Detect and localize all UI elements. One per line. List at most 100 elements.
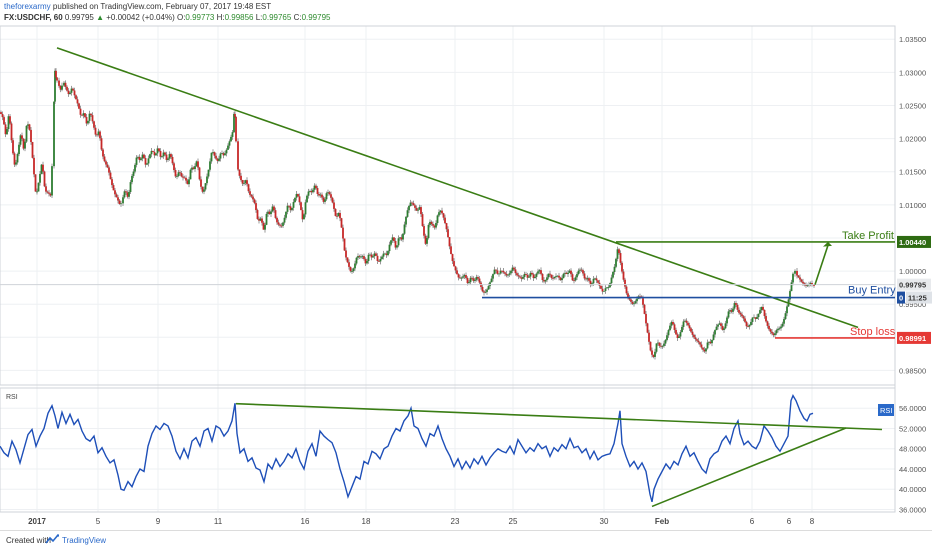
candle-up xyxy=(264,224,266,230)
candle-up xyxy=(37,182,40,192)
candle-up xyxy=(750,321,752,326)
candle-up xyxy=(161,156,163,158)
candle-down xyxy=(448,237,451,247)
candle-up xyxy=(140,158,142,160)
candle-up xyxy=(705,348,707,352)
candle-down xyxy=(457,274,460,278)
candle-up xyxy=(231,132,234,137)
candle-up xyxy=(612,272,614,278)
candle-down xyxy=(504,272,506,274)
candle-down xyxy=(630,299,632,302)
candle-down xyxy=(79,108,82,115)
candle-up xyxy=(15,162,17,165)
candle-down xyxy=(754,317,757,319)
candle-down xyxy=(465,275,467,278)
candle-down xyxy=(573,280,575,282)
candle-up xyxy=(129,182,132,193)
candle-down xyxy=(691,331,694,335)
candle-up xyxy=(382,253,385,257)
candle-up xyxy=(141,154,144,159)
candle-down xyxy=(34,174,37,192)
candle-up xyxy=(537,271,539,274)
candle-down xyxy=(675,329,677,335)
candle-down xyxy=(91,115,94,122)
candle-up xyxy=(547,273,550,278)
candle-up xyxy=(120,203,122,205)
candle-down xyxy=(318,194,320,196)
rsi-tick-label: 36.0000 xyxy=(899,505,926,514)
price-downtrend-line[interactable] xyxy=(56,47,859,329)
candle-up xyxy=(361,256,364,257)
candle-up xyxy=(751,317,754,322)
candle-up xyxy=(271,206,274,212)
candle-up xyxy=(155,153,157,156)
candle-down xyxy=(28,124,31,130)
candle-down xyxy=(0,112,2,114)
open-key: O: xyxy=(176,13,186,22)
candle-down xyxy=(201,186,204,192)
candle-up xyxy=(775,330,778,334)
tradingview-link[interactable]: TradingView xyxy=(62,536,107,545)
candle-up xyxy=(615,258,617,267)
candle-down xyxy=(540,270,542,274)
candle-down xyxy=(250,194,253,197)
candle-down xyxy=(430,221,433,225)
candle-down xyxy=(703,349,706,352)
candle-up xyxy=(507,274,509,276)
candle-up xyxy=(243,182,245,184)
candle-down xyxy=(328,192,331,195)
candle-down xyxy=(43,171,46,187)
candle-up xyxy=(224,153,226,156)
candle-up xyxy=(748,325,751,327)
rsi-resistance-line[interactable] xyxy=(235,402,883,431)
candle-down xyxy=(378,261,380,262)
low-key: L: xyxy=(255,13,263,22)
rsi-line xyxy=(0,394,814,503)
candle-up xyxy=(228,141,231,146)
candle-up xyxy=(88,113,91,121)
candle-down xyxy=(310,190,313,193)
candle-down xyxy=(813,284,815,286)
candle-down xyxy=(688,325,691,329)
candle-down xyxy=(45,186,47,192)
countdown-badge-text: 11:25 xyxy=(908,294,927,303)
author-link[interactable]: theforexarmy xyxy=(4,2,51,11)
rsi-tick-label: 52.0000 xyxy=(899,424,926,433)
candle-up xyxy=(176,176,178,177)
candle-down xyxy=(478,278,481,283)
candle-down xyxy=(274,210,277,218)
price-tick-label: 1.01500 xyxy=(899,168,926,177)
candle-down xyxy=(471,277,473,279)
candle-up xyxy=(194,166,196,170)
rsi-tick-label: 44.0000 xyxy=(899,465,926,474)
candle-down xyxy=(256,210,259,220)
candle-down xyxy=(709,341,712,344)
candle-up xyxy=(711,339,713,344)
candle-down xyxy=(158,148,160,152)
candle-up xyxy=(69,92,71,95)
buy-entry-badge xyxy=(897,291,905,304)
rsi-support-line[interactable] xyxy=(651,427,847,508)
candle-up xyxy=(230,136,232,142)
candle-down xyxy=(805,285,807,286)
candle-up xyxy=(778,328,781,330)
candle-up xyxy=(135,157,138,165)
candle-up xyxy=(499,270,502,274)
candle-up xyxy=(708,341,710,343)
candle-up xyxy=(6,129,8,135)
candle-up xyxy=(555,276,557,278)
candle-up xyxy=(384,253,386,255)
candle-down xyxy=(762,306,764,310)
candle-up xyxy=(427,224,430,239)
candle-up xyxy=(409,202,412,206)
candle-down xyxy=(345,250,347,258)
candle-up xyxy=(418,207,421,210)
candle-up xyxy=(387,251,389,256)
candle-down xyxy=(454,266,457,271)
candle-up xyxy=(567,272,569,275)
candle-down xyxy=(289,206,292,211)
candle-up xyxy=(87,120,89,124)
candle-down xyxy=(252,196,254,200)
candle-down xyxy=(769,329,772,332)
